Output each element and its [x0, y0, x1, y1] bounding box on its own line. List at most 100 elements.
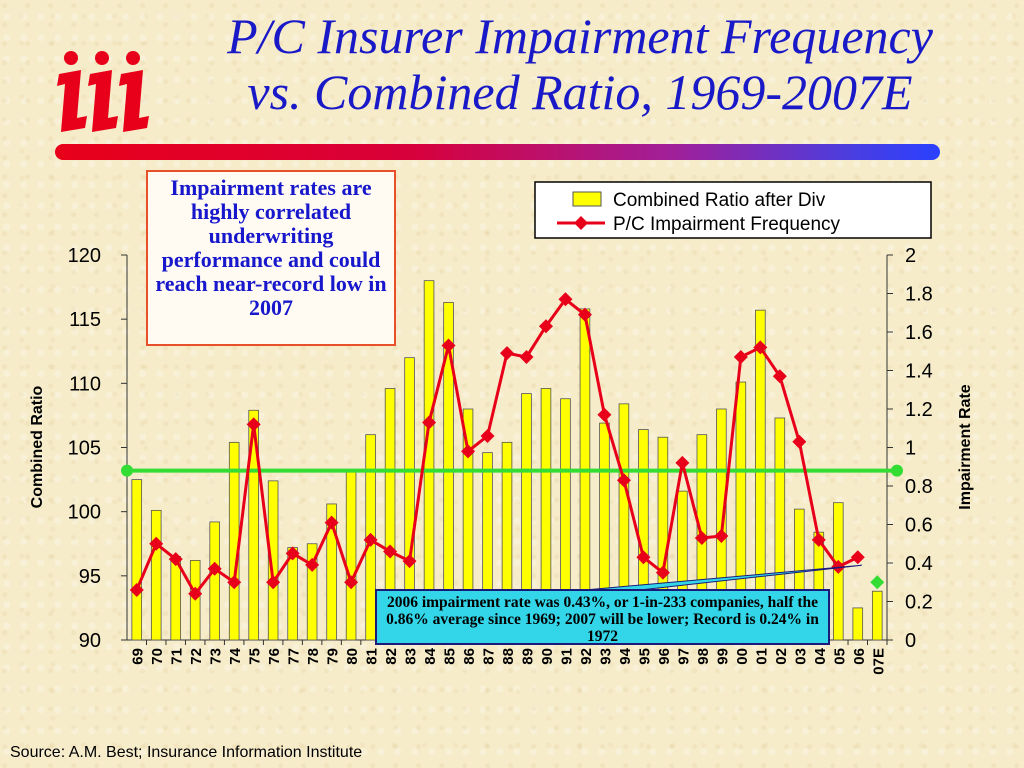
x-tick-label-93: 93: [597, 648, 614, 665]
bar-70: [150, 509, 162, 641]
bar-69: [131, 479, 143, 641]
x-tick-label-79: 79: [325, 648, 342, 665]
x-tick-label-91: 91: [558, 648, 575, 665]
impairment-point-82: [383, 544, 398, 559]
bar-75: [248, 409, 259, 641]
legend-label-combined-ratio: Combined Ratio after Div: [613, 190, 826, 211]
left-tick-label: 105: [68, 438, 101, 460]
y-axis-title-right: Impairment Rate: [957, 384, 974, 509]
impairment-point-75: [246, 417, 261, 432]
left-tick-label: 115: [69, 309, 101, 331]
impairment-point-01: [753, 340, 768, 355]
bar-07E: [871, 590, 883, 641]
impairment-point-98: [694, 530, 709, 545]
impairment-point-87: [480, 428, 495, 443]
impairment-point-72: [188, 586, 203, 601]
left-tick-label: 110: [69, 373, 101, 395]
correlation-callout: Impairment rates are highly correlated u…: [146, 170, 396, 346]
x-tick-label-88: 88: [500, 648, 517, 665]
right-tick-label: 0.6: [905, 515, 933, 537]
x-tick-label-84: 84: [422, 647, 439, 664]
page-title: P/C Insurer Impairment Frequency vs. Com…: [150, 8, 1010, 120]
impairment-point-79: [324, 515, 339, 530]
impairment-point-85: [441, 338, 456, 353]
x-tick-label-03: 03: [792, 648, 809, 665]
impairment-point-90: [538, 319, 553, 334]
x-tick-label-69: 69: [130, 648, 147, 665]
impairment-point-92: [577, 307, 592, 322]
bar-73: [209, 521, 220, 641]
right-tick-label: 1: [905, 438, 916, 460]
impairment-point-99: [714, 529, 729, 544]
x-tick-label-75: 75: [247, 648, 264, 665]
x-tick-label-00: 00: [734, 648, 751, 665]
estimate-point-07E: [870, 575, 885, 590]
left-tick-label: 100: [68, 502, 101, 524]
title-line-1: P/C Insurer Impairment Frequency: [227, 8, 933, 64]
x-tick-label-72: 72: [188, 648, 205, 665]
right-tick-label: 0.2: [905, 592, 933, 614]
bar-76: [267, 480, 279, 641]
impairment-point-80: [344, 575, 359, 590]
impairment-point-89: [519, 350, 534, 365]
impairment-point-93: [597, 407, 612, 422]
x-tick-label-77: 77: [286, 648, 303, 665]
x-tick-label-70: 70: [149, 648, 166, 665]
x-tick-label-80: 80: [344, 648, 361, 665]
impairment-point-04: [811, 532, 826, 547]
x-tick-label-76: 76: [266, 648, 283, 665]
legend-label-impairment: P/C Impairment Frequency: [613, 214, 841, 235]
bar-84: [423, 280, 435, 641]
x-tick-label-99: 99: [714, 648, 731, 665]
x-tick-label-74: 74: [227, 647, 244, 664]
bar-80: [345, 471, 357, 641]
impairment-point-81: [363, 532, 378, 547]
logo-dot: [64, 51, 78, 65]
legend-line-marker: [574, 216, 588, 230]
impairment-point-73: [207, 561, 222, 576]
bar-79: [326, 503, 337, 641]
legend-bar-swatch: [572, 191, 602, 207]
logo-stem: [88, 70, 118, 132]
impairment-point-77: [285, 546, 300, 561]
impairment-line: [135, 297, 859, 597]
impairment-point-95: [636, 550, 651, 565]
x-tick-label-90: 90: [539, 648, 556, 665]
title-line-2: vs. Combined Ratio, 1969-2007E: [247, 64, 913, 120]
x-tick-label-02: 02: [773, 648, 790, 665]
impairment-point-06: [850, 550, 865, 565]
impairment-point-88: [500, 346, 514, 361]
impairment-point-96: [655, 565, 670, 580]
right-tick-label: 0.4: [905, 553, 933, 575]
x-tick-label-85: 85: [442, 648, 459, 665]
impairment-point-70: [149, 536, 164, 551]
left-tick-label: 90: [79, 630, 101, 652]
impairment-point-71: [168, 552, 183, 567]
logo-stem: [119, 70, 149, 132]
impairment-point-03: [792, 434, 807, 449]
x-tick-label-04: 04: [812, 647, 829, 664]
x-tick-label-97: 97: [675, 648, 692, 665]
average-line-end: [891, 464, 903, 477]
right-tick-label: 2: [905, 245, 916, 267]
impairment-point-83: [402, 554, 417, 569]
right-tick-label: 1.2: [905, 399, 933, 421]
bar-06: [852, 607, 864, 641]
right-tick-label: 0.8: [905, 476, 933, 498]
x-tick-label-81: 81: [364, 648, 381, 665]
right-tick-label: 0: [905, 630, 916, 652]
right-tick-label: 1.6: [905, 322, 933, 344]
bar-71: [170, 556, 181, 641]
legend-box: [534, 181, 932, 239]
x-tick-label-86: 86: [461, 648, 478, 665]
x-tick-label-78: 78: [305, 648, 322, 665]
x-tick-label-98: 98: [695, 648, 712, 665]
x-tick-label-89: 89: [519, 648, 536, 665]
impairment-rate-callout: 2006 impairment rate was 0.43%, or 1-in-…: [375, 589, 830, 645]
bar-78: [306, 543, 318, 641]
x-tick-label-82: 82: [383, 648, 400, 665]
y-axis-title-left: Combined Ratio: [29, 385, 46, 508]
logo-dot: [95, 51, 109, 65]
x-tick-label-73: 73: [208, 648, 225, 665]
logo-stem: [57, 70, 87, 132]
